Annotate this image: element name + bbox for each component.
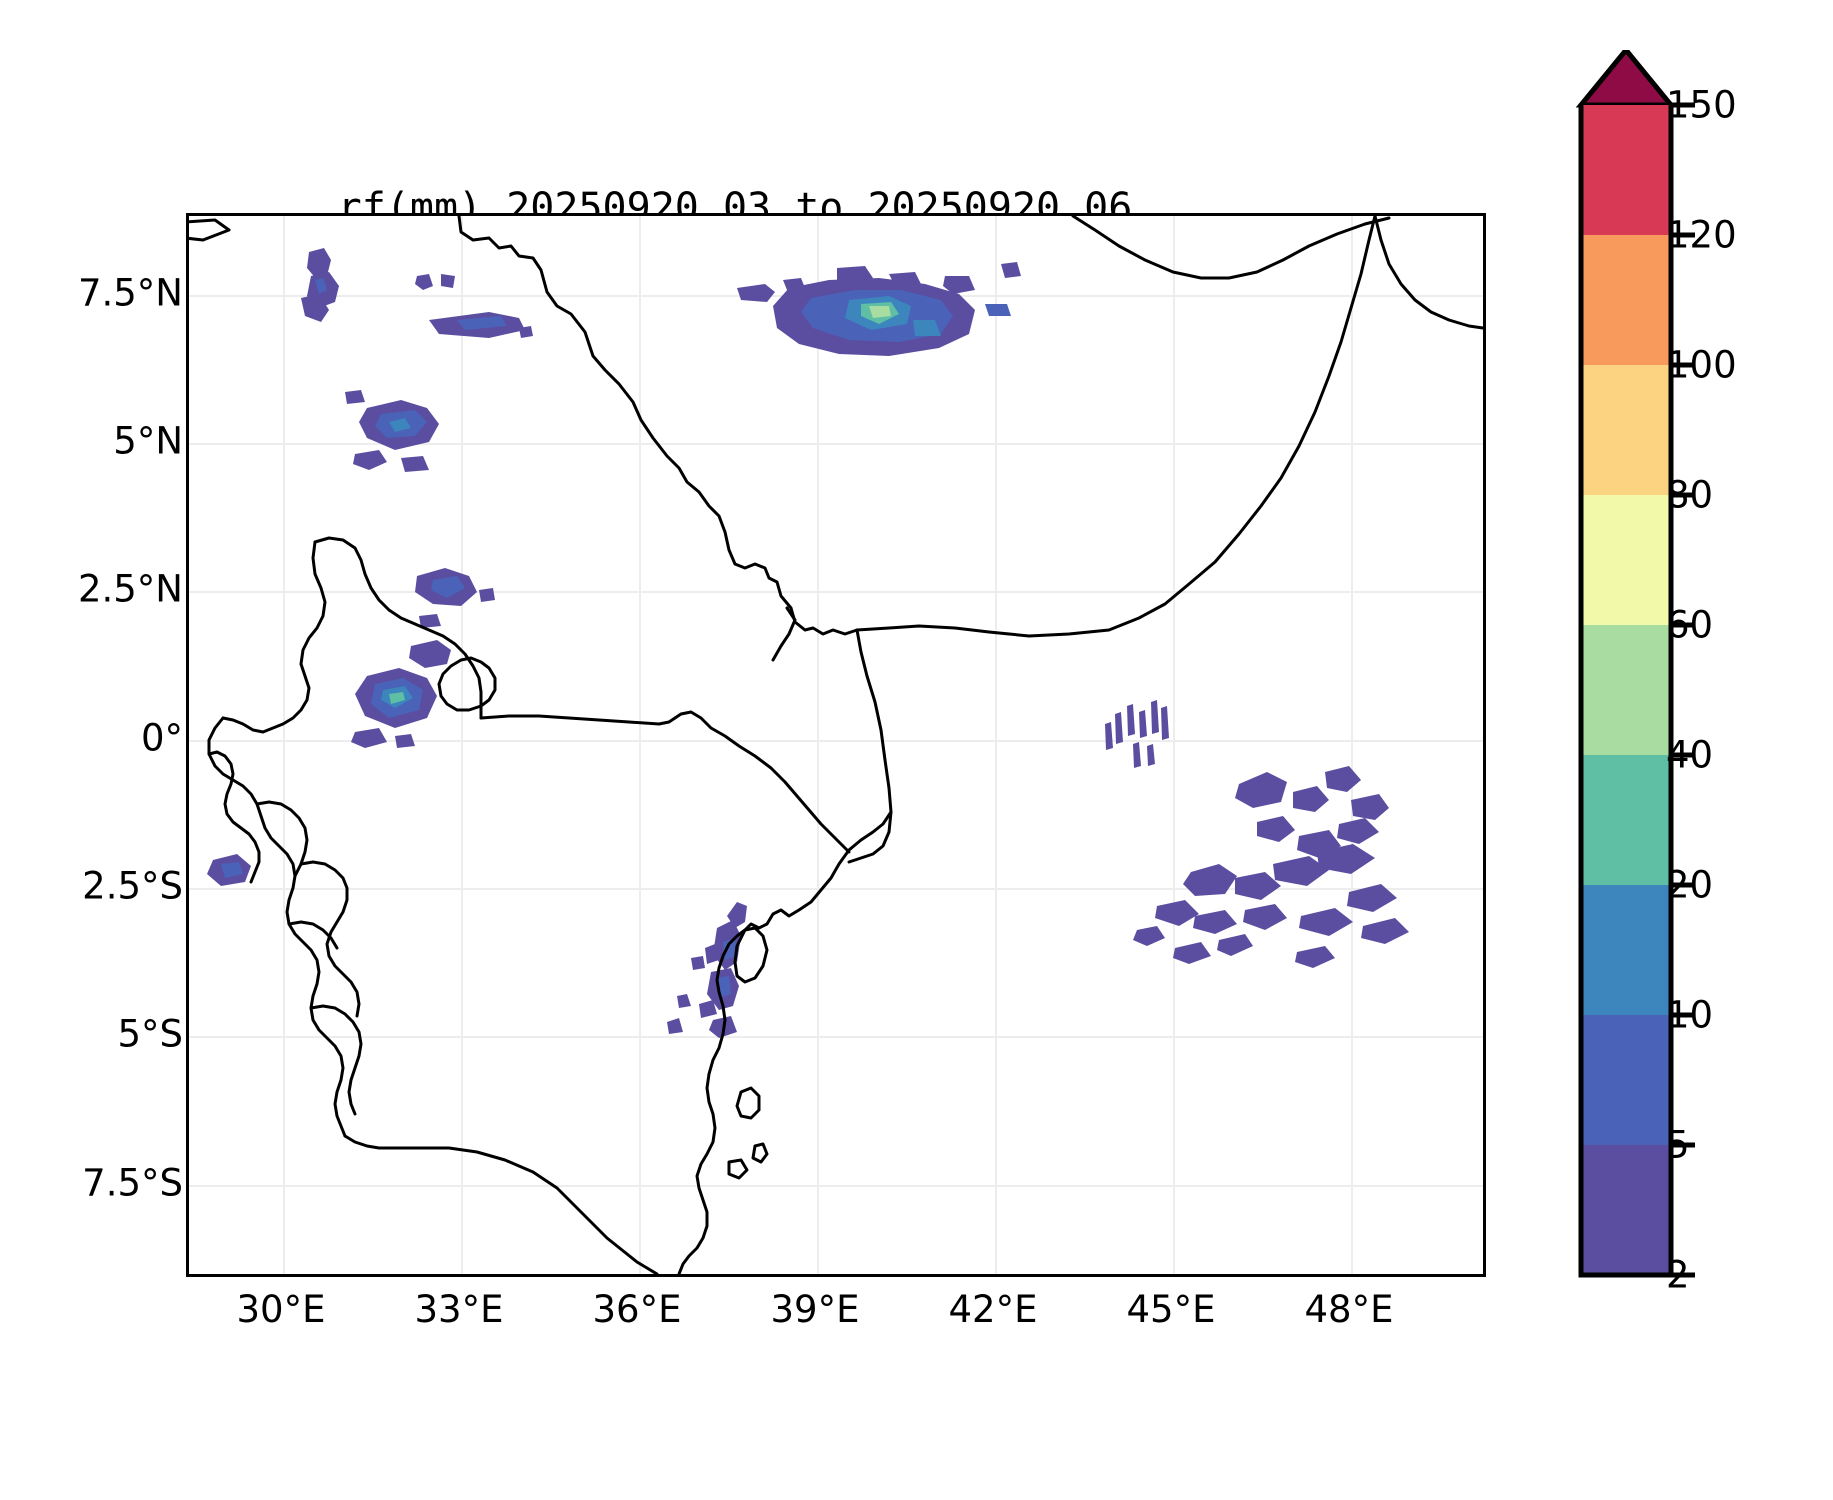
colorbar-tick-10: 10 <box>1666 993 1714 1037</box>
ytick-label-7_5N: 7.5°N <box>77 271 183 315</box>
xtick-label-42E: 42°E <box>948 1288 1038 1331</box>
ytick-label-0: 0° <box>140 716 183 760</box>
ytick-label-2_5N: 2.5°N <box>77 567 183 611</box>
xtick-label-30E: 30°E <box>236 1288 326 1331</box>
colorbar-tick-5: 5 <box>1666 1123 1690 1167</box>
colorbar-tick-100: 100 <box>1666 343 1737 387</box>
colorbar[interactable]: 150 120 100 80 60 40 20 10 5 2 <box>1570 50 1820 1297</box>
colorbar-tick-2: 2 <box>1666 1253 1690 1297</box>
xtick-label-33E: 33°E <box>414 1288 504 1331</box>
colorbar-tick-150: 150 <box>1666 83 1737 127</box>
map-svg <box>189 216 1483 1274</box>
colorbar-extend-arrow <box>1581 50 1671 105</box>
xtick-label-39E: 39°E <box>770 1288 860 1331</box>
gridlines <box>189 216 1483 1274</box>
colorbar-ticks <box>1671 102 1695 1278</box>
xtick-label-45E: 45°E <box>1126 1288 1216 1331</box>
colorbar-outline <box>1578 105 1674 1278</box>
ytick-label-5N: 5°N <box>113 419 183 463</box>
colorbar-tick-60: 60 <box>1666 603 1714 647</box>
colorbar-tick-80: 80 <box>1666 473 1714 517</box>
colorbar-tick-20: 20 <box>1666 863 1714 907</box>
colorbar-tick-120: 120 <box>1666 213 1737 257</box>
map-plot-area[interactable] <box>186 213 1486 1277</box>
colorbar-bands <box>1581 105 1671 1275</box>
ytick-label-2_5S: 2.5°S <box>82 864 183 908</box>
ytick-label-7_5S: 7.5°S <box>82 1161 183 1205</box>
colorbar-tick-40: 40 <box>1666 733 1714 777</box>
rainfall-contours <box>207 248 1409 1038</box>
coastlines-and-borders <box>189 216 1483 1274</box>
ytick-label-5S: 5°S <box>117 1012 183 1056</box>
xtick-label-48E: 48°E <box>1304 1288 1394 1331</box>
colorbar-svg <box>1575 50 1695 1278</box>
xtick-label-36E: 36°E <box>592 1288 682 1331</box>
